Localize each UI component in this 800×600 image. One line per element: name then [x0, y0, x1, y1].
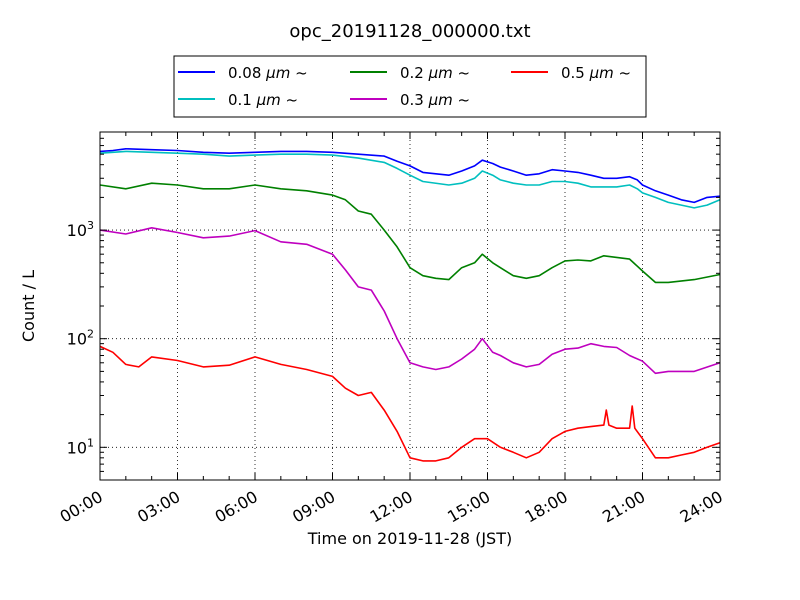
series-line-4 — [99, 345, 721, 462]
legend-label: 0.5 μm ~ — [561, 64, 631, 82]
x-axis-label: Time on 2019-11-28 (JST) — [307, 529, 512, 548]
series-layer — [99, 148, 721, 462]
series-line-2 — [99, 182, 721, 284]
y-tick-label: 101 — [67, 436, 94, 457]
legend-label: 0.08 μm ~ — [228, 64, 308, 82]
y-axis-label: Count / L — [19, 270, 38, 342]
legend-box — [173, 55, 647, 118]
y-tick-label: 102 — [67, 328, 94, 349]
legend-label: 0.2 μm ~ — [400, 64, 470, 82]
grid — [100, 132, 720, 480]
series-line-0 — [99, 148, 721, 204]
y-tick-label: 103 — [67, 219, 94, 240]
chart-title: opc_20191128_000000.txt — [289, 21, 530, 42]
series-line-1 — [99, 150, 721, 209]
legend-label: 0.1 μm ~ — [228, 91, 298, 109]
legend-label: 0.3 μm ~ — [400, 91, 470, 109]
legend: 0.08 μm ~ 0.1 μm ~ 0.2 μm ~ 0.3 μm ~ 0.5 μm … — [173, 55, 647, 118]
series-line-3 — [99, 227, 721, 375]
